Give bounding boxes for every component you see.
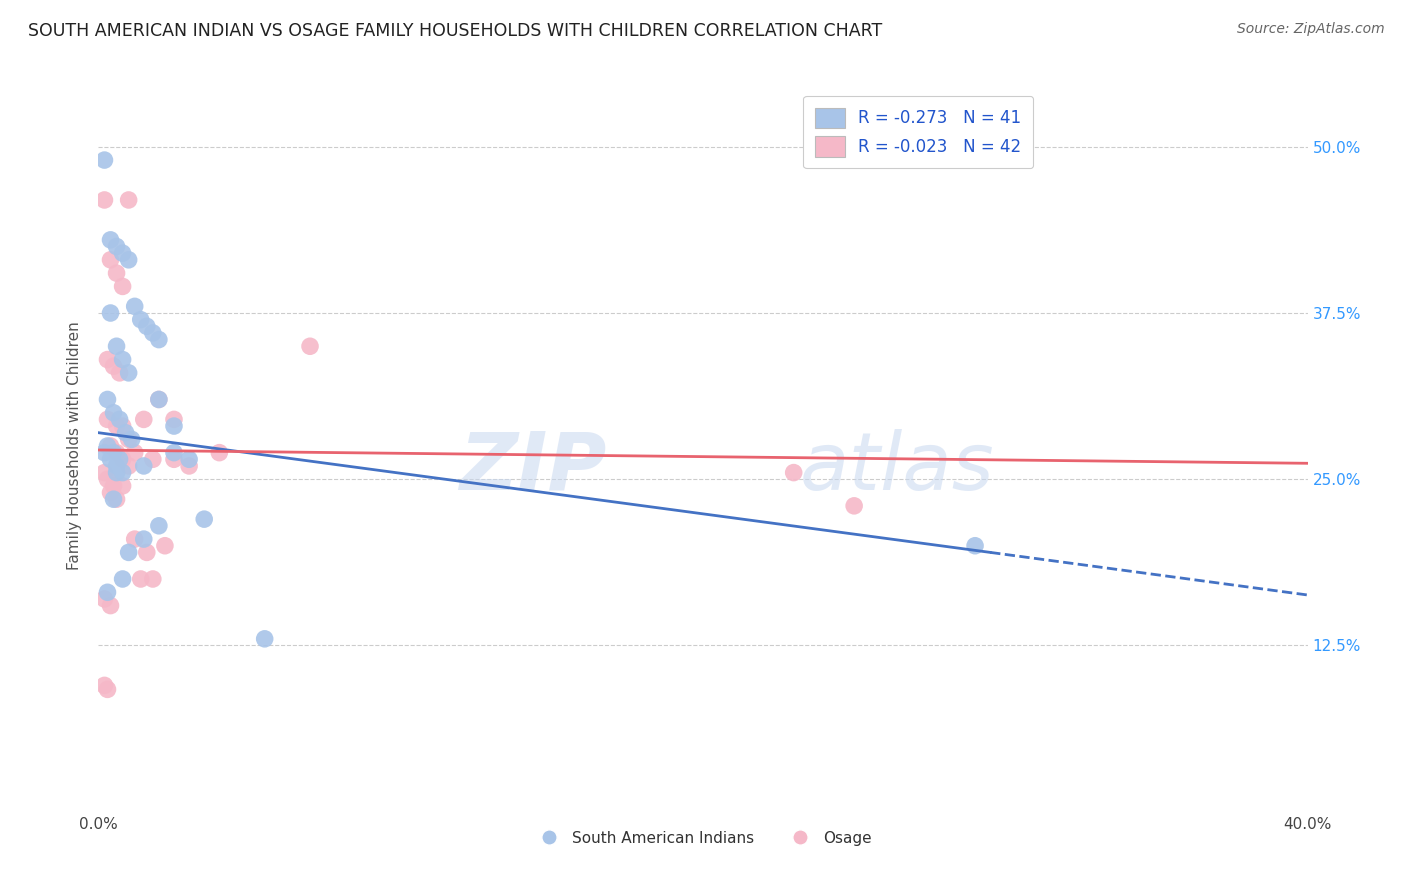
Point	[96, 392, 118, 407]
Point	[105, 466, 128, 480]
Point	[118, 193, 141, 207]
Point	[111, 479, 134, 493]
Point	[193, 512, 215, 526]
Point	[132, 458, 155, 473]
Point	[118, 545, 141, 559]
Point	[93, 193, 115, 207]
Point	[111, 419, 134, 434]
Point	[100, 452, 122, 467]
Point	[163, 452, 186, 467]
Point	[208, 445, 231, 459]
Point	[96, 682, 118, 697]
Point	[108, 452, 131, 467]
Point	[105, 445, 128, 459]
Point	[103, 479, 125, 493]
Point	[100, 599, 122, 613]
Point	[103, 445, 125, 459]
Point	[783, 466, 806, 480]
Point	[129, 572, 152, 586]
Point	[124, 445, 146, 459]
Point	[129, 312, 152, 326]
Point	[111, 466, 134, 480]
Y-axis label: Family Households with Children: Family Households with Children	[67, 322, 83, 570]
Point	[100, 233, 122, 247]
Point	[105, 419, 128, 434]
Point	[105, 339, 128, 353]
Point	[96, 585, 118, 599]
Text: ZIP: ZIP	[458, 429, 606, 507]
Point	[96, 439, 118, 453]
Point	[153, 539, 176, 553]
Point	[93, 466, 115, 480]
Point	[148, 392, 170, 407]
Point	[108, 412, 131, 426]
Point	[93, 445, 115, 459]
Point	[118, 366, 141, 380]
Point	[96, 412, 118, 426]
Point	[135, 319, 157, 334]
Point	[163, 419, 186, 434]
Point	[118, 252, 141, 267]
Point	[148, 392, 170, 407]
Point	[105, 239, 128, 253]
Point	[108, 366, 131, 380]
Point	[105, 266, 128, 280]
Point	[103, 359, 125, 374]
Point	[142, 326, 165, 340]
Point	[965, 539, 987, 553]
Text: Source: ZipAtlas.com: Source: ZipAtlas.com	[1237, 22, 1385, 37]
Point	[253, 632, 276, 646]
Point	[93, 153, 115, 167]
Point	[148, 333, 170, 347]
Point	[111, 452, 134, 467]
Point	[844, 499, 866, 513]
Point	[96, 472, 118, 486]
Point	[299, 339, 322, 353]
Point	[121, 433, 143, 447]
Point	[118, 433, 141, 447]
Point	[100, 485, 122, 500]
Point	[93, 591, 115, 606]
Point	[103, 406, 125, 420]
Point	[111, 279, 134, 293]
Point	[105, 458, 128, 473]
Point	[132, 532, 155, 546]
Point	[163, 445, 186, 459]
Point	[105, 492, 128, 507]
Text: atlas: atlas	[800, 429, 994, 507]
Point	[96, 352, 118, 367]
Point	[124, 532, 146, 546]
Point	[135, 545, 157, 559]
Text: SOUTH AMERICAN INDIAN VS OSAGE FAMILY HOUSEHOLDS WITH CHILDREN CORRELATION CHART: SOUTH AMERICAN INDIAN VS OSAGE FAMILY HO…	[28, 22, 883, 40]
Point	[124, 299, 146, 313]
Point	[163, 412, 186, 426]
Point	[111, 246, 134, 260]
Point	[148, 518, 170, 533]
Point	[179, 452, 201, 467]
Point	[100, 252, 122, 267]
Point	[118, 458, 141, 473]
Point	[114, 425, 136, 440]
Point	[103, 492, 125, 507]
Point	[179, 458, 201, 473]
Point	[100, 306, 122, 320]
Point	[100, 439, 122, 453]
Legend: South American Indians, Osage: South American Indians, Osage	[529, 824, 877, 852]
Point	[132, 412, 155, 426]
Point	[142, 452, 165, 467]
Point	[93, 678, 115, 692]
Point	[111, 352, 134, 367]
Point	[142, 572, 165, 586]
Point	[111, 572, 134, 586]
